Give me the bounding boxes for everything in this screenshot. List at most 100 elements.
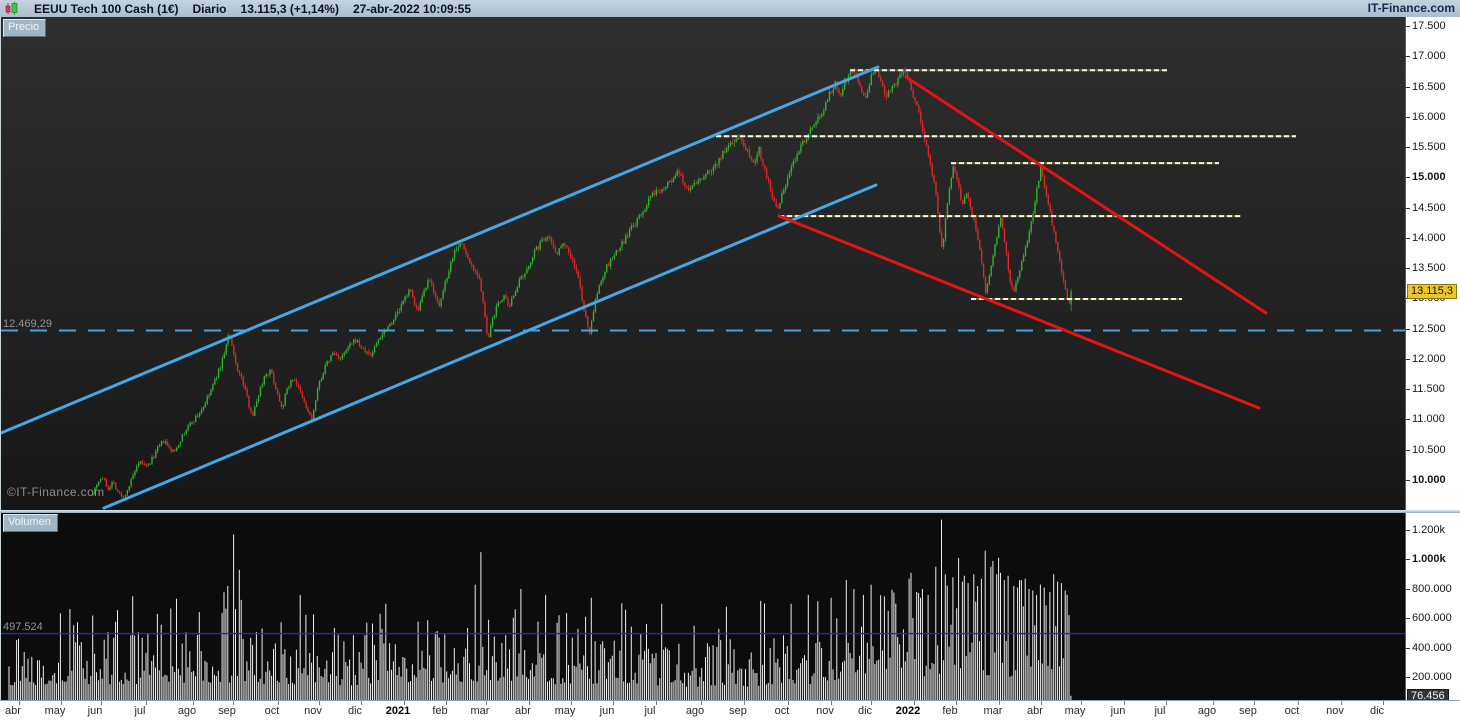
- time-tick-label: oct: [264, 705, 280, 717]
- price-tick-label-tick: [1406, 177, 1410, 178]
- time-tick-label: abr: [515, 705, 531, 717]
- time-tick-label: ago: [685, 705, 705, 717]
- time-tick: [788, 701, 789, 705]
- support-level-label: 12.469,29: [3, 317, 52, 330]
- price-chart-canvas[interactable]: [1, 17, 1406, 510]
- time-tick-label: ago: [1197, 705, 1217, 717]
- price-axis[interactable]: 13.115,3 76.456 17.500 17.000 16.500 16.000…: [1405, 17, 1460, 704]
- watermark: ©IT-Finance.com: [7, 485, 105, 499]
- time-tick: [1213, 701, 1214, 705]
- time-tick: [193, 701, 194, 705]
- price-tick-label-tick: [1406, 117, 1410, 118]
- price-tick-label-tick: [1406, 450, 1410, 451]
- time-tick: [1298, 701, 1299, 705]
- candlestick-icon: [4, 1, 20, 16]
- time-tick-label: sep: [1239, 705, 1257, 717]
- price-panel-tab[interactable]: Precio: [3, 19, 47, 37]
- price-tick-label-tick: [1406, 26, 1410, 27]
- time-tick: [278, 701, 279, 705]
- time-tick-label: oct: [1284, 705, 1300, 717]
- last-price-quote: 13.115,3 (+1,14%): [241, 2, 339, 16]
- time-tick: [701, 701, 702, 705]
- time-tick: [999, 701, 1000, 705]
- time-tick-label: mar: [470, 705, 490, 717]
- price-tick-label: 15.000: [1412, 171, 1446, 183]
- volume-tick-label: 600.000: [1412, 612, 1452, 624]
- instrument-name: EEUU Tech 100 Cash (1€): [34, 1, 179, 16]
- volume-chart-canvas[interactable]: [1, 513, 1406, 700]
- time-tick-label: 2022: [895, 705, 921, 717]
- timeframe-label: Diario: [192, 1, 227, 16]
- time-tick-label: sep: [218, 705, 236, 717]
- time-tick: [61, 701, 62, 705]
- volume-panel-tab[interactable]: Volumen: [3, 514, 58, 532]
- time-tick: [1124, 701, 1125, 705]
- time-tick-label: jul: [134, 705, 146, 717]
- price-tick-label-tick: [1406, 147, 1410, 148]
- volume-tick-label-tick: [1406, 677, 1410, 678]
- time-tick-label: dic: [857, 705, 873, 717]
- title-bar: EEUU Tech 100 Cash (1€) Diario 13.115,3 …: [0, 0, 1460, 18]
- price-tick-label-tick: [1406, 389, 1410, 390]
- time-tick: [571, 701, 572, 705]
- price-tick-label: 15.500: [1412, 141, 1446, 153]
- time-tick-label: oct: [774, 705, 790, 717]
- price-tick-label-tick: [1406, 268, 1410, 269]
- time-tick: [956, 701, 957, 705]
- time-tick-label: abr: [1027, 705, 1043, 717]
- price-tick-label: 10.500: [1412, 444, 1446, 456]
- price-tick-label-tick: [1406, 419, 1410, 420]
- time-tick: [744, 701, 745, 705]
- time-tick-label: feb: [942, 705, 958, 717]
- time-tick-label: mar: [983, 705, 1003, 717]
- change-percent: (+1,14%): [289, 1, 339, 16]
- time-tick-label: dic: [347, 705, 363, 717]
- time-tick-label: jul: [644, 705, 656, 717]
- time-tick: [831, 701, 832, 705]
- time-tick: [871, 701, 872, 705]
- time-tick-label: nov: [816, 705, 834, 717]
- time-tick: [146, 701, 147, 705]
- time-tick-label: 2021: [385, 705, 411, 717]
- price-tick-label: 14.000: [1412, 232, 1446, 244]
- panel-separator[interactable]: [0, 510, 1460, 513]
- price-tick-label: 12.500: [1412, 323, 1446, 335]
- time-tick: [529, 701, 530, 705]
- price-tick-label-tick: [1406, 480, 1410, 481]
- brand-link[interactable]: IT-Finance.com: [1367, 1, 1455, 15]
- volume-panel: Volumen 497.524: [0, 513, 1406, 700]
- time-tick-label: jun: [1110, 705, 1126, 717]
- time-tick-label: jun: [599, 705, 615, 717]
- volume-tick-label-tick: [1406, 559, 1410, 560]
- price-tick-label-tick: [1406, 56, 1410, 57]
- volume-tick-label: 800.000: [1412, 583, 1452, 595]
- time-tick-label: may: [554, 705, 576, 717]
- time-tick: [1383, 701, 1384, 705]
- time-tick-label: jul: [1154, 705, 1166, 717]
- time-tick: [404, 701, 405, 705]
- quote-datetime: 27-abr-2022 10:09:55: [352, 1, 472, 16]
- time-axis[interactable]: abr may jun jul ago sep oct nov dic 2021 feb mar abr…: [0, 700, 1460, 720]
- time-tick-label: ago: [177, 705, 197, 717]
- price-tick-label: 13.500: [1412, 262, 1446, 274]
- time-tick-label: nov: [304, 705, 322, 717]
- price-tick-label: 17.000: [1412, 50, 1446, 62]
- volume-tick-label-tick: [1406, 618, 1410, 619]
- time-tick: [1341, 701, 1342, 705]
- time-tick-label: may: [44, 705, 66, 717]
- time-tick: [361, 701, 362, 705]
- last-price: 13.115,3: [240, 1, 287, 16]
- time-tick: [1041, 701, 1042, 705]
- time-tick: [1166, 701, 1167, 705]
- time-tick-label: abr: [5, 705, 21, 717]
- time-tick: [1254, 701, 1255, 705]
- price-tick-label-tick: [1406, 87, 1410, 88]
- price-tick-label-tick: [1406, 359, 1410, 360]
- last-price-badge: 13.115,3: [1407, 284, 1458, 300]
- volume-tick-label-tick: [1406, 648, 1410, 649]
- time-tick-label: feb: [432, 705, 448, 717]
- price-tick-label: 11.500: [1412, 383, 1445, 395]
- time-tick: [486, 701, 487, 705]
- time-tick-label: sep: [729, 705, 747, 717]
- price-tick-label-tick: [1406, 329, 1410, 330]
